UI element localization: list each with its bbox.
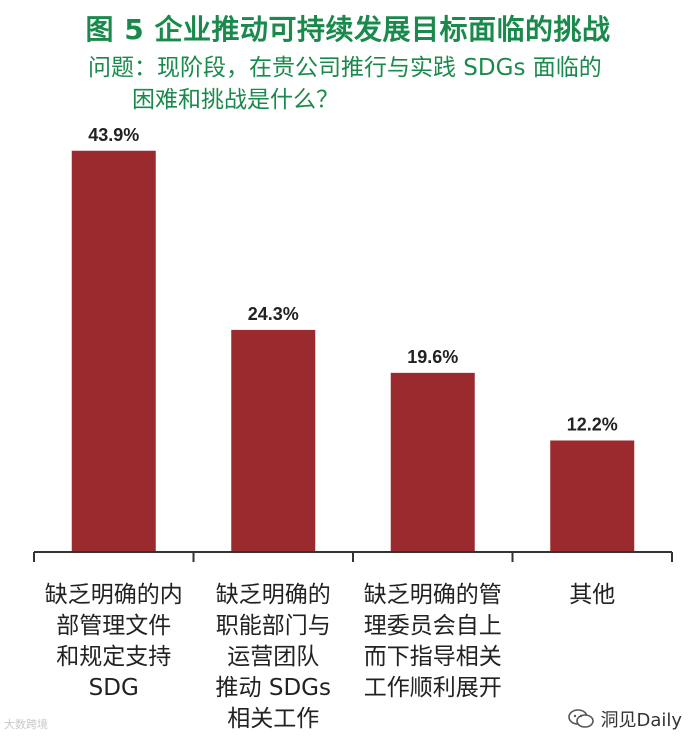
category-label-line: 推动 SDGs [215,675,331,701]
category-label-line: 而下指导相关 [363,644,502,670]
wechat-icon [568,709,595,728]
bar-value-label-2: 24.3% [248,304,299,324]
chart-subtitle: 问题：现阶段，在贵公司推行与实践 SDGs 面临的 困难和挑战是什么？ [88,52,648,116]
watermark-right-text: 洞见Daily [600,710,682,731]
bar-4 [550,440,635,552]
category-label-3: 缺乏明确的管 理委员会自上 而下指导相关 工作顺利展开 [348,580,518,704]
category-label-4: 其他 [507,580,677,611]
category-label-line: SDG [88,675,139,701]
category-label-line: 缺乏明确的内 [44,582,183,608]
category-label-1: 缺乏明确的内 部管理文件和规定支持 SDG [29,580,199,704]
category-label-line: 工作顺利展开 [363,675,502,701]
category-label-2: 缺乏明确的职能部门与运营团队推动 SDGs 相关工作 [188,580,358,735]
bar-3 [390,372,475,552]
chart-title: 图 5 企业推动可持续发展目标面临的挑战 [85,13,611,46]
bar-1 [71,150,156,552]
category-label-line: 和规定支持 [56,644,172,670]
category-label-line: 职能部门与 [215,613,331,639]
bar-value-label-3: 19.6% [407,347,458,367]
subtitle-line-1: 问题：现阶段，在贵公司推行与实践 SDGs 面临的 [88,55,602,81]
bar-value-label-1: 43.9% [88,125,139,145]
category-label-line: 运营团队 [227,644,320,670]
category-label-line: 缺乏明确的管 [363,582,502,608]
bar-2 [231,329,316,552]
category-label-line: 缺乏明确的 [215,582,331,608]
subtitle-line-2: 困难和挑战是什么？ [132,87,339,113]
source-watermark: 洞见Daily [568,706,682,732]
category-label-line: 相关工作 [227,706,320,732]
bar-value-label-4: 12.2% [567,414,618,434]
category-label-line: 理委员会自上 [363,613,502,639]
category-label-line: 部管理文件 [56,613,172,639]
category-label-line: 其他 [569,582,616,608]
watermark-left: 大数跨境 [4,718,48,731]
